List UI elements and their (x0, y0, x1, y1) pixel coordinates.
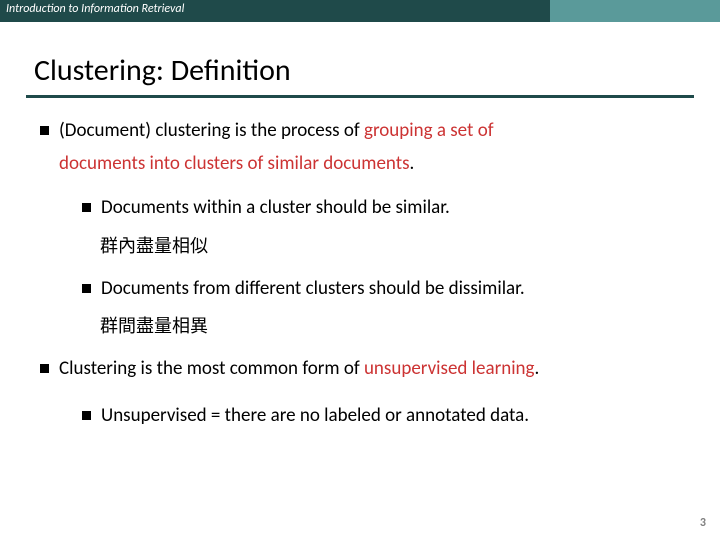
definition-lead: (Document) clustering is the process of (59, 119, 364, 142)
page-number: 3 (700, 516, 706, 530)
title-underline (26, 95, 694, 98)
bullet-definition: (Document) clustering is the process of … (40, 118, 686, 145)
unsupervised-highlight: unsupervised learning (364, 357, 535, 380)
header-accent (550, 0, 720, 22)
definition-highlight-part1: grouping a set of (364, 119, 493, 142)
bullet-marker (82, 203, 91, 212)
bullet-within-cluster: Documents within a cluster should be sim… (82, 195, 686, 222)
unsupervised-text: Clustering is the most common form of un… (59, 356, 539, 383)
slide-title: Clustering: Definition (34, 52, 720, 89)
within-cluster-cjk: 群內盡量相似 (100, 232, 686, 258)
course-title: Introduction to Information Retrieval (6, 2, 184, 16)
bullet-marker (40, 126, 49, 135)
bullet-marker (40, 364, 49, 373)
header-bar: Introduction to Information Retrieval (0, 0, 720, 22)
bullet-unsupervised-def: Unsupervised = there are no labeled or a… (82, 403, 686, 430)
unsupervised-period: . (534, 357, 539, 380)
between-cluster-cjk: 群間盡量相異 (100, 312, 686, 338)
bullet-unsupervised: Clustering is the most common form of un… (40, 356, 686, 383)
bullet-between-cluster: Documents from different clusters should… (82, 276, 686, 303)
bullet-marker (82, 411, 91, 420)
between-cluster-text: Documents from different clusters should… (101, 276, 525, 303)
within-cluster-text: Documents within a cluster should be sim… (101, 195, 450, 222)
bullet-marker (82, 284, 91, 293)
slide-content: (Document) clustering is the process of … (0, 118, 720, 430)
definition-period: . (410, 152, 415, 175)
definition-continuation: documents into clusters of similar docum… (59, 151, 686, 178)
bullet-text: (Document) clustering is the process of … (59, 118, 494, 145)
unsupervised-lead: Clustering is the most common form of (59, 357, 364, 380)
definition-highlight-part2: documents into clusters of similar docum… (59, 152, 410, 175)
unsupervised-def-text: Unsupervised = there are no labeled or a… (101, 403, 529, 430)
